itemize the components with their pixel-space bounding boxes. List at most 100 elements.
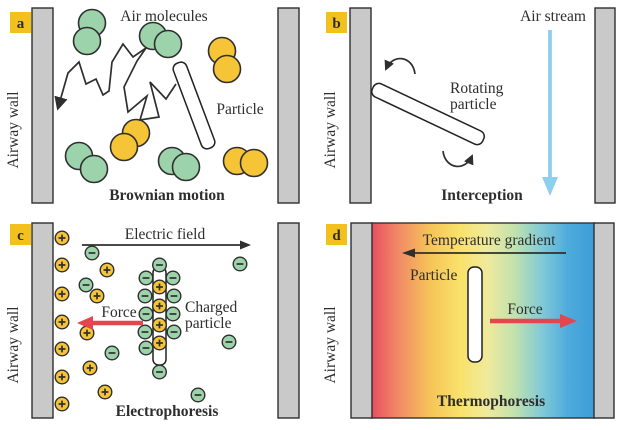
force-arrow [77, 316, 143, 330]
air-stream-label: Air stream [520, 8, 586, 25]
ion-sign [156, 283, 163, 291]
ion-sign [58, 318, 66, 326]
ion-sign [93, 292, 101, 300]
temperature-gradient-arrow [402, 248, 566, 258]
positive-ion [151, 279, 167, 295]
panel-label: b [332, 16, 340, 32]
positive-ion [97, 384, 113, 400]
air-molecules-label: Air molecules [120, 8, 207, 25]
ions-group [54, 230, 248, 412]
ion-sign [156, 321, 163, 329]
particle-label: Particle [410, 267, 457, 284]
negative-ion [138, 270, 154, 286]
air-molecule [72, 26, 102, 56]
ion-sign [101, 388, 109, 396]
caption: Thermophoresis [437, 393, 545, 410]
air-molecule [109, 132, 139, 162]
air-molecule [79, 154, 109, 184]
negative-ion [221, 334, 237, 350]
ion-sign [58, 345, 66, 353]
force-label: Force [101, 304, 136, 321]
positive-ion [151, 335, 167, 351]
rotating-particle-label-line2: particle [450, 96, 497, 113]
airway-wall-label: Airway wall [322, 306, 339, 383]
ion-sign [83, 329, 91, 337]
airway-wall-left [350, 222, 373, 419]
negative-ion [138, 340, 154, 356]
panel-label-box [10, 224, 31, 245]
negative-ion [137, 324, 153, 340]
caption: Brownian motion [109, 187, 225, 204]
negative-ion [190, 387, 206, 403]
positive-ion [151, 298, 167, 314]
airway-wall-left [31, 222, 54, 419]
positive-ion [54, 396, 70, 412]
airway-wall-right [277, 222, 300, 419]
airway-wall-left [31, 7, 54, 204]
panel-label: d [332, 228, 341, 244]
force-arrow [490, 314, 577, 328]
airway-wall-label: Airway wall [5, 91, 22, 168]
nanotube-particle [172, 61, 216, 150]
negative-ion [165, 306, 181, 322]
panel-brownian-motion: a Airway wall Air molecules Particle Bro… [5, 7, 300, 204]
panel-label-box [326, 224, 347, 245]
particle-label: Particle [216, 101, 263, 118]
airway-wall-right [277, 7, 300, 204]
airway-wall-right [593, 222, 615, 419]
negative-ion [166, 288, 182, 304]
airway-wall-left [349, 7, 372, 204]
positive-ion [54, 314, 70, 330]
panel-label: c [17, 228, 24, 244]
air-molecule [212, 54, 242, 84]
nanotube-particle [467, 266, 483, 363]
negative-ion [151, 364, 167, 380]
panel-electrophoresis: c Airway wall Electric field Force Charg… [5, 222, 300, 420]
ion-sign [103, 266, 111, 274]
temperature-gradient-label: Temperature gradient [423, 232, 556, 249]
positive-ion [54, 369, 70, 385]
molecules-group [64, 8, 269, 184]
negative-ion [84, 245, 100, 261]
negative-ion [165, 270, 181, 286]
electric-field-label: Electric field [125, 226, 206, 243]
ion-sign [156, 302, 163, 310]
negative-ion [104, 345, 120, 361]
positive-ion [54, 341, 70, 357]
air-molecule [239, 148, 269, 178]
panel-label-box [10, 12, 31, 33]
ion-sign [58, 261, 66, 269]
panel-thermophoresis: d Airway wall Temperature gradient Parti… [322, 222, 615, 419]
panel-label: a [17, 16, 25, 32]
positive-ion [151, 317, 167, 333]
nanotube-particle [371, 82, 485, 146]
ion-sign [58, 400, 66, 408]
caption: Electrophoresis [116, 403, 219, 420]
positive-ion [89, 288, 105, 304]
negative-ion [151, 257, 167, 273]
ion-sign [86, 364, 94, 372]
negative-ion [232, 256, 248, 272]
charged-particle-label-line1: Charged [185, 299, 237, 316]
caption: Interception [441, 187, 523, 204]
brownian-random-walk-arrow [54, 42, 177, 122]
air-molecule [171, 152, 201, 182]
ion-sign [58, 290, 66, 298]
airway-wall-label: Airway wall [5, 306, 22, 383]
ion-sign [58, 234, 66, 242]
positive-ion [99, 262, 115, 278]
positive-ion [54, 286, 70, 302]
airway-wall-label: Airway wall [322, 91, 339, 168]
air-stream-arrow [542, 30, 558, 196]
charged-particle-label-line2: particle [185, 315, 232, 332]
air-molecule [153, 29, 183, 59]
positive-ion [54, 230, 70, 246]
ion-sign [58, 373, 66, 381]
negative-ion [78, 277, 94, 293]
rotation-arrow-top [384, 57, 416, 75]
airway-wall-right [594, 7, 616, 204]
negative-ion [138, 306, 154, 322]
positive-ion [82, 360, 98, 376]
positive-ion [54, 257, 70, 273]
